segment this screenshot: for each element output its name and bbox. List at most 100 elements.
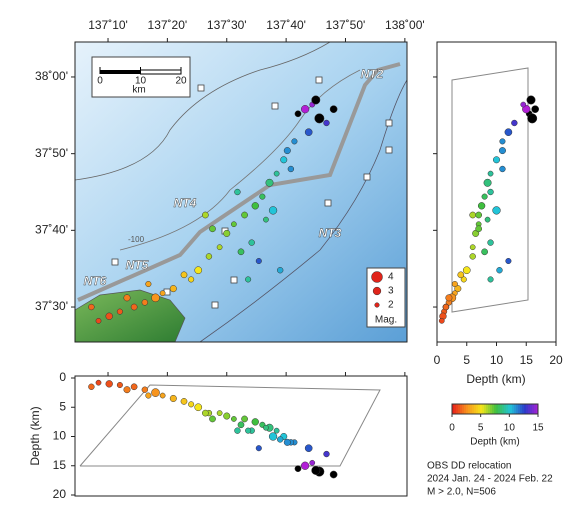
colorbar-cell <box>474 404 477 414</box>
axis-label: Depth (km) <box>28 406 42 465</box>
epicenter <box>234 188 241 196</box>
hypocenter-depth <box>531 105 540 114</box>
note: 2024 Jan. 24 - 2024 Feb. 22 <box>427 474 553 485</box>
epicenter <box>294 110 302 118</box>
epicenter <box>287 165 295 173</box>
lat-tick-label: 37˚50' <box>35 146 68 160</box>
colorbar-cell <box>502 404 505 414</box>
hypocenter-depth <box>460 276 467 283</box>
legend-label: 3 <box>388 286 394 297</box>
hypocenter-depth <box>451 280 458 288</box>
hypocenter-section <box>237 421 245 429</box>
lat-tick-label: 37˚30' <box>35 299 68 313</box>
legend-symbol <box>374 302 380 308</box>
epicenter <box>123 294 131 302</box>
lat-tick-label: 38˚00' <box>35 69 68 83</box>
depth-tick-label: 10 <box>53 429 67 443</box>
lon-tick-label: 137˚30' <box>207 18 247 32</box>
epicenter <box>169 285 177 293</box>
epicenter <box>188 276 195 283</box>
hypocenter-section <box>105 380 113 388</box>
hypocenter-depth <box>469 244 476 251</box>
colorbar-cell <box>532 404 535 414</box>
colorbar-cell <box>476 404 479 414</box>
colorbar-cell <box>480 404 483 414</box>
epicenter <box>237 248 245 256</box>
hypocenter-depth <box>487 170 494 177</box>
epicenter <box>311 95 321 105</box>
colorbar-cell <box>520 404 523 414</box>
hypocenter-section <box>276 436 284 443</box>
hypocenter-section <box>231 416 237 422</box>
hypocenter-section <box>283 438 291 446</box>
hypocenter-section <box>241 415 248 423</box>
mag-legend-box <box>366 267 406 328</box>
hypocenter-depth <box>505 257 512 265</box>
hypocenter-depth <box>462 266 471 275</box>
epicenter <box>194 266 203 275</box>
epicenter <box>130 303 138 311</box>
hypocenter-depth <box>481 193 488 200</box>
hypocenter-depth <box>475 211 482 219</box>
depth-tick-label: 20 <box>53 487 67 501</box>
hypocenter-section <box>145 392 152 399</box>
scale-label: 10 <box>135 76 147 87</box>
colorbar-frame <box>451 403 539 415</box>
epicenter <box>276 267 284 274</box>
epicenter <box>145 280 152 288</box>
colorbar-cell <box>454 404 457 414</box>
hypocenter-depth <box>469 253 476 260</box>
colorbar-label: Depth (km) <box>470 437 519 448</box>
hypocenter-depth <box>484 216 491 223</box>
epicenter <box>304 128 313 137</box>
scale-label: 20 <box>175 76 187 87</box>
hypocenter-section <box>180 398 188 405</box>
colorbar-cell <box>522 404 525 414</box>
hypocenter-section <box>223 412 231 420</box>
epicenter <box>283 147 291 155</box>
hypocenter-section <box>88 383 95 390</box>
hypocenter-section <box>209 415 216 423</box>
colorbar-cell <box>500 404 503 414</box>
epicenter <box>259 193 266 200</box>
depth-tick-label: 0 <box>59 370 66 384</box>
colorbar-cell <box>470 404 473 414</box>
colorbar-tick-label: 5 <box>478 423 484 434</box>
epicenter <box>202 211 209 219</box>
colorbar-cell <box>472 404 475 414</box>
epicenter <box>265 178 274 187</box>
depth-tick-label: 20 <box>549 353 563 367</box>
colorbar-cell <box>526 404 529 414</box>
colorbar-cell <box>506 404 509 414</box>
depth-tick-label: 15 <box>53 458 67 472</box>
hypocenter-section <box>234 427 241 434</box>
colorbar-cell <box>534 404 537 414</box>
hypocenter-depth <box>442 303 450 311</box>
colorbar-tick-label: 10 <box>504 423 516 434</box>
hypocenter-depth <box>477 202 486 210</box>
note: OBS DD relocation <box>427 461 511 472</box>
hypocenter-section <box>273 427 280 434</box>
epicenter <box>323 119 330 127</box>
hypocenter-depth <box>483 178 492 187</box>
lat-tick-label: 37˚40' <box>35 223 68 237</box>
hypocenter-depth <box>487 276 494 283</box>
fault-outline <box>79 384 381 467</box>
epicenter <box>241 211 248 219</box>
colorbar-cell <box>492 404 495 414</box>
depth-tick-label: 15 <box>520 353 534 367</box>
depth-tick-label: 5 <box>463 353 470 367</box>
colorbar-cell <box>524 404 527 414</box>
lon-tick-label: 137˚10' <box>88 18 128 32</box>
scale-bar <box>100 70 141 74</box>
epicenter <box>216 244 223 251</box>
hypocenter-depth <box>492 206 501 215</box>
epicenter <box>95 317 102 324</box>
lon-tick-label: 138˚00' <box>385 18 425 32</box>
hypocenter-section <box>116 381 123 389</box>
colorbar-cell <box>510 404 513 414</box>
hypocenter-section <box>255 445 262 452</box>
hypocenter-section <box>304 444 313 453</box>
colorbar-cell <box>508 404 511 414</box>
